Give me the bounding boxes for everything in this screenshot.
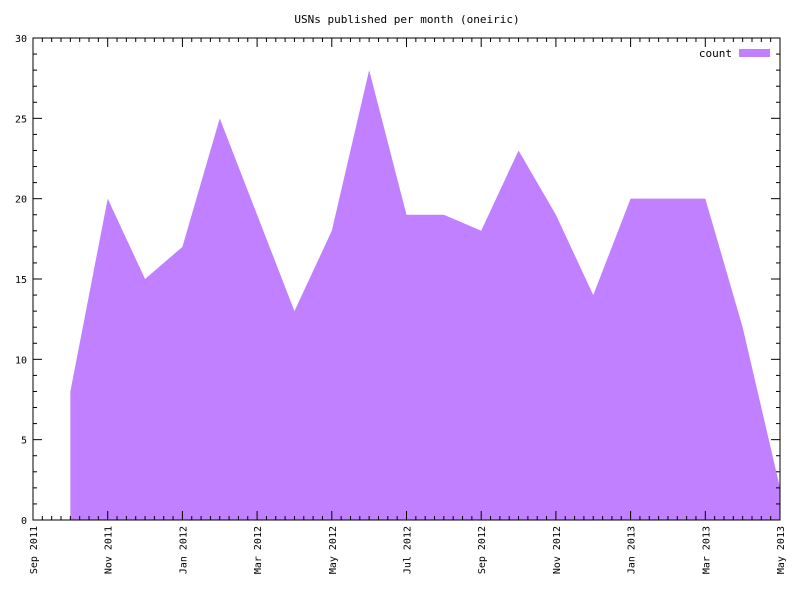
x-tick-label: Nov 2011: [104, 526, 115, 574]
chart-title: USNs published per month (oneiric): [294, 13, 519, 26]
series-0-area: [70, 70, 780, 520]
y-tick-label: 20: [15, 195, 27, 206]
y-tick-label: 25: [15, 114, 27, 125]
y-tick-label: 5: [21, 436, 27, 447]
legend-swatch: [739, 49, 770, 57]
x-tick-label: May 2013: [776, 526, 787, 574]
x-tick-label: Jan 2012: [178, 526, 189, 574]
y-tick-label: 10: [15, 355, 27, 366]
x-tick-label: May 2012: [328, 526, 339, 574]
x-tick-label: Jul 2012: [403, 526, 414, 574]
y-tick-label: 0: [21, 516, 27, 527]
x-tick-label: Nov 2012: [552, 526, 563, 574]
x-tick-label: Mar 2013: [701, 526, 712, 574]
x-tick-label: Sep 2012: [477, 526, 488, 574]
x-tick-label: Mar 2012: [253, 526, 264, 574]
y-tick-label: 30: [15, 34, 27, 45]
x-tick-label: Sep 2011: [29, 526, 40, 574]
y-tick-label: 15: [15, 275, 27, 286]
x-tick-label: Jan 2013: [627, 526, 638, 574]
legend-label: count: [699, 47, 732, 60]
